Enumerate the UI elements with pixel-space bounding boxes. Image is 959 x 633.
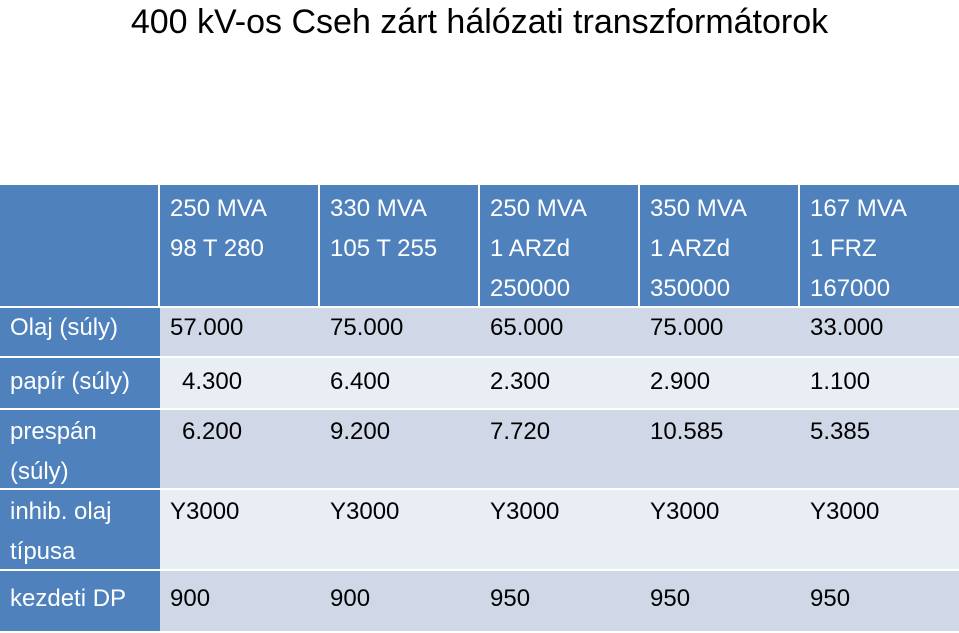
header-col-4: 350 MVA 1 ARZd 350000	[640, 185, 800, 306]
header-col-4-line-3: 350000	[650, 275, 731, 302]
table-cell: Y3000	[160, 488, 320, 569]
row-label-kezdeti-dp: kezdeti DP	[0, 569, 160, 631]
header-col-5-line-3: 167000	[810, 275, 891, 302]
header-col-3: 250 MVA 1 ARZd 250000	[480, 185, 640, 306]
table-cell: 900	[160, 569, 320, 631]
header-col-2: 330 MVA 105 T 255	[320, 185, 480, 306]
header-col-1-line-1: 250 MVA	[170, 195, 267, 222]
header-col-2-line-2: 105 T 255	[330, 235, 438, 262]
header-col-3-line-3: 250000	[490, 275, 571, 302]
row-label-olaj: Olaj (súly)	[0, 306, 160, 356]
table-cell: 10.585	[640, 408, 800, 488]
transformer-table: 250 MVA 98 T 280 330 MVA 105 T 255 250 M…	[0, 185, 959, 631]
header-col-1-line-2: 98 T 280	[170, 235, 264, 262]
table-cell: 65.000	[480, 306, 640, 356]
row-label-prespan-line-2: (súly)	[10, 458, 69, 485]
row-label-papir: papír (súly)	[0, 356, 160, 408]
table-cell: 1.100	[800, 356, 959, 408]
table-cell: 57.000	[160, 306, 320, 356]
slide-title: 400 kV-os Cseh zárt hálózati transzformá…	[130, 3, 829, 41]
row-label-prespan-line-1: prespán	[10, 418, 97, 445]
table-cell: 2.900	[640, 356, 800, 408]
table-cell: 950	[640, 569, 800, 631]
header-col-5-line-1: 167 MVA	[810, 195, 907, 222]
header-col-4-line-2: 1 ARZd	[650, 235, 731, 262]
table-cell: 75.000	[640, 306, 800, 356]
header-corner-cell	[0, 185, 160, 306]
table-cell: 900	[320, 569, 480, 631]
table-cell: Y3000	[480, 488, 640, 569]
table-cell: 4.300	[160, 356, 320, 408]
table-cell: 9.200	[320, 408, 480, 488]
header-col-2-line-1: 330 MVA	[330, 195, 427, 222]
table-cell: Y3000	[640, 488, 800, 569]
row-label-prespan: prespán (súly)	[0, 408, 160, 488]
table-cell: 950	[800, 569, 959, 631]
header-col-3-line-1: 250 MVA	[490, 195, 587, 222]
row-label-inhib-olaj: inhib. olaj típusa	[0, 488, 160, 569]
table-cell: 5.385	[800, 408, 959, 488]
table-cell: 950	[480, 569, 640, 631]
table-cell: 75.000	[320, 306, 480, 356]
row-label-inhib-olaj-line-2: típusa	[10, 538, 76, 565]
table-cell: 7.720	[480, 408, 640, 488]
table-cell: 6.400	[320, 356, 480, 408]
table-cell: 33.000	[800, 306, 959, 356]
table-cell: Y3000	[800, 488, 959, 569]
header-col-4-line-1: 350 MVA	[650, 195, 747, 222]
table-cell: 2.300	[480, 356, 640, 408]
header-col-1: 250 MVA 98 T 280	[160, 185, 320, 306]
table-cell: 6.200	[160, 408, 320, 488]
header-col-5-line-2: 1 FRZ	[810, 235, 877, 262]
table-cell: Y3000	[320, 488, 480, 569]
row-label-inhib-olaj-line-1: inhib. olaj	[10, 498, 112, 525]
header-col-5: 167 MVA 1 FRZ 167000	[800, 185, 959, 306]
header-col-3-line-2: 1 ARZd	[490, 235, 571, 262]
